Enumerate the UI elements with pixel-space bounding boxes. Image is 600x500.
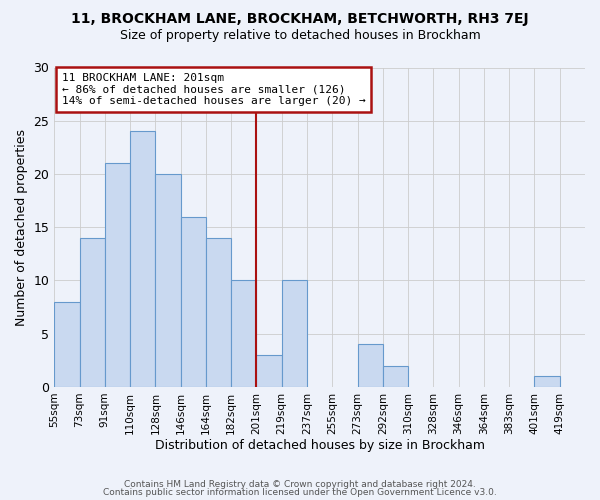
- Bar: [54, 302, 80, 387]
- Bar: [282, 280, 307, 387]
- Bar: [535, 376, 560, 387]
- Bar: [358, 344, 383, 387]
- Bar: [231, 280, 256, 387]
- Bar: [80, 238, 105, 387]
- Text: Contains HM Land Registry data © Crown copyright and database right 2024.: Contains HM Land Registry data © Crown c…: [124, 480, 476, 489]
- Bar: [383, 366, 408, 387]
- Text: Size of property relative to detached houses in Brockham: Size of property relative to detached ho…: [119, 29, 481, 42]
- Bar: [155, 174, 181, 387]
- Text: 11 BROCKHAM LANE: 201sqm
← 86% of detached houses are smaller (126)
14% of semi-: 11 BROCKHAM LANE: 201sqm ← 86% of detach…: [62, 73, 365, 106]
- Y-axis label: Number of detached properties: Number of detached properties: [15, 128, 28, 326]
- Bar: [181, 216, 206, 387]
- Bar: [256, 355, 282, 387]
- Text: 11, BROCKHAM LANE, BROCKHAM, BETCHWORTH, RH3 7EJ: 11, BROCKHAM LANE, BROCKHAM, BETCHWORTH,…: [71, 12, 529, 26]
- Text: Contains public sector information licensed under the Open Government Licence v3: Contains public sector information licen…: [103, 488, 497, 497]
- X-axis label: Distribution of detached houses by size in Brockham: Distribution of detached houses by size …: [155, 440, 485, 452]
- Bar: [206, 238, 231, 387]
- Bar: [130, 132, 155, 387]
- Bar: [105, 164, 130, 387]
